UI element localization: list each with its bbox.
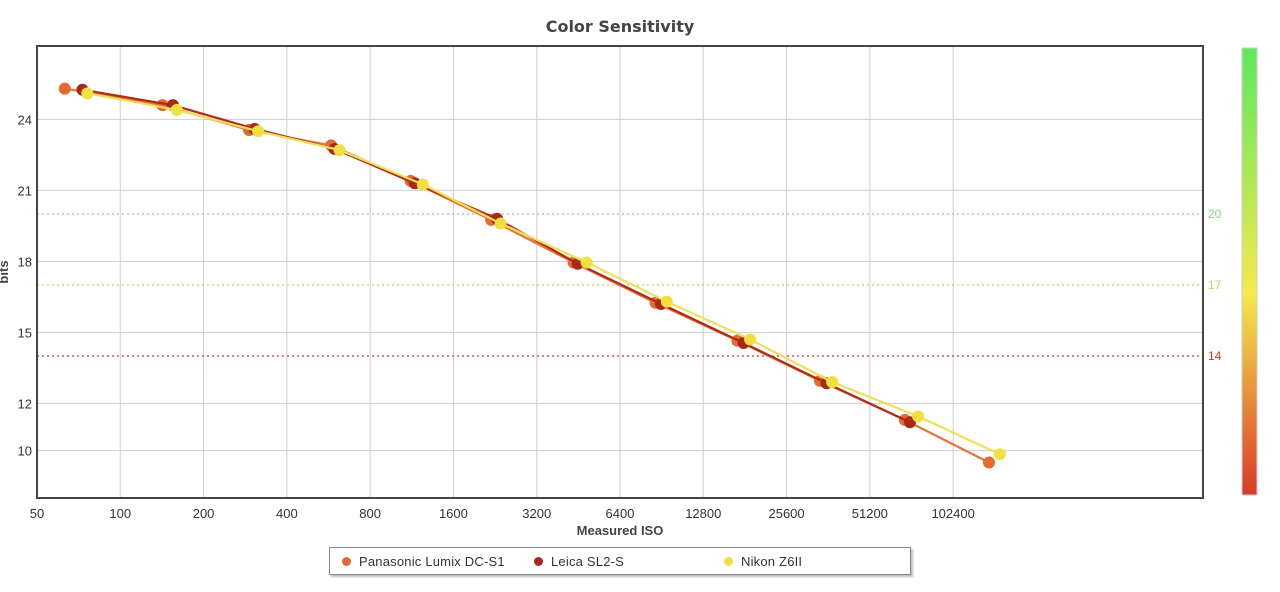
data-point-nikon[interactable] bbox=[580, 256, 593, 269]
data-point-nikon[interactable] bbox=[660, 295, 673, 308]
x-tick-label: 102400 bbox=[931, 506, 974, 521]
reference-label-17: 17 bbox=[1208, 278, 1222, 292]
y-tick-label: 18 bbox=[18, 254, 32, 269]
x-tick-label: 200 bbox=[193, 506, 215, 521]
x-tick-label: 1600 bbox=[439, 506, 468, 521]
legend: Panasonic Lumix DC-S1 Leica SL2-S Nikon … bbox=[329, 547, 911, 575]
x-tick-label: 25600 bbox=[768, 506, 804, 521]
x-tick-label: 51200 bbox=[852, 506, 888, 521]
series-line-leica bbox=[82, 88, 911, 424]
y-tick-label: 21 bbox=[18, 183, 32, 198]
legend-item-leica[interactable]: Leica SL2-S bbox=[530, 548, 624, 574]
reference-label-14: 14 bbox=[1208, 349, 1222, 363]
legend-marker-nikon bbox=[724, 556, 733, 566]
data-point-nikon[interactable] bbox=[81, 87, 94, 100]
y-tick-label: 12 bbox=[18, 396, 32, 411]
data-point-nikon[interactable] bbox=[912, 410, 925, 423]
legend-marker-leica bbox=[534, 556, 543, 566]
data-point-nikon[interactable] bbox=[170, 103, 183, 116]
x-axis-ticks: 50 100 200 400 800 1600 3200 6400 12800 25600 5120… bbox=[30, 506, 975, 521]
data-point-nikon[interactable] bbox=[494, 217, 507, 230]
x-tick-label: 800 bbox=[359, 506, 381, 521]
reference-label-20: 20 bbox=[1208, 207, 1222, 221]
x-tick-label: 100 bbox=[109, 506, 131, 521]
legend-marker-panasonic bbox=[342, 556, 351, 566]
color-scale-bar bbox=[1241, 47, 1258, 496]
grid bbox=[36, 46, 1203, 498]
legend-label-leica: Leica SL2-S bbox=[551, 553, 625, 569]
x-axis-label: Measured ISO bbox=[577, 523, 664, 538]
series-nikon bbox=[81, 87, 1006, 461]
data-point-nikon[interactable] bbox=[993, 448, 1006, 461]
x-tick-label: 12800 bbox=[685, 506, 721, 521]
x-tick-label: 50 bbox=[30, 506, 44, 521]
data-point-nikon[interactable] bbox=[333, 144, 346, 157]
data-point-panasonic[interactable] bbox=[58, 82, 71, 95]
legend-item-panasonic[interactable]: Panasonic Lumix DC-S1 bbox=[338, 548, 505, 574]
y-axis-label: bits bbox=[0, 260, 11, 283]
y-tick-label: 10 bbox=[18, 444, 32, 459]
data-point-nikon[interactable] bbox=[826, 376, 839, 389]
y-tick-label: 15 bbox=[18, 325, 32, 340]
y-axis-ticks: 10 12 15 18 21 24 bbox=[18, 112, 32, 458]
x-tick-label: 400 bbox=[276, 506, 298, 521]
data-point-nikon[interactable] bbox=[252, 125, 265, 138]
series-layer bbox=[58, 82, 1006, 469]
legend-label-panasonic: Panasonic Lumix DC-S1 bbox=[359, 553, 505, 569]
series-panasonic bbox=[58, 82, 995, 469]
series-line-nikon bbox=[87, 92, 1001, 456]
x-tick-label: 6400 bbox=[606, 506, 635, 521]
data-point-nikon[interactable] bbox=[744, 333, 757, 346]
y-tick-label: 24 bbox=[18, 112, 32, 127]
legend-label-nikon: Nikon Z6II bbox=[741, 553, 803, 569]
legend-item-nikon[interactable]: Nikon Z6II bbox=[720, 548, 802, 574]
data-point-nikon[interactable] bbox=[416, 178, 429, 191]
data-point-panasonic[interactable] bbox=[982, 456, 995, 469]
x-tick-label: 3200 bbox=[522, 506, 551, 521]
reference-lines: 20 17 14 bbox=[37, 207, 1222, 363]
plot-frame bbox=[36, 45, 1204, 499]
chart-title: Color Sensitivity bbox=[546, 17, 695, 36]
series-leica bbox=[76, 83, 916, 429]
